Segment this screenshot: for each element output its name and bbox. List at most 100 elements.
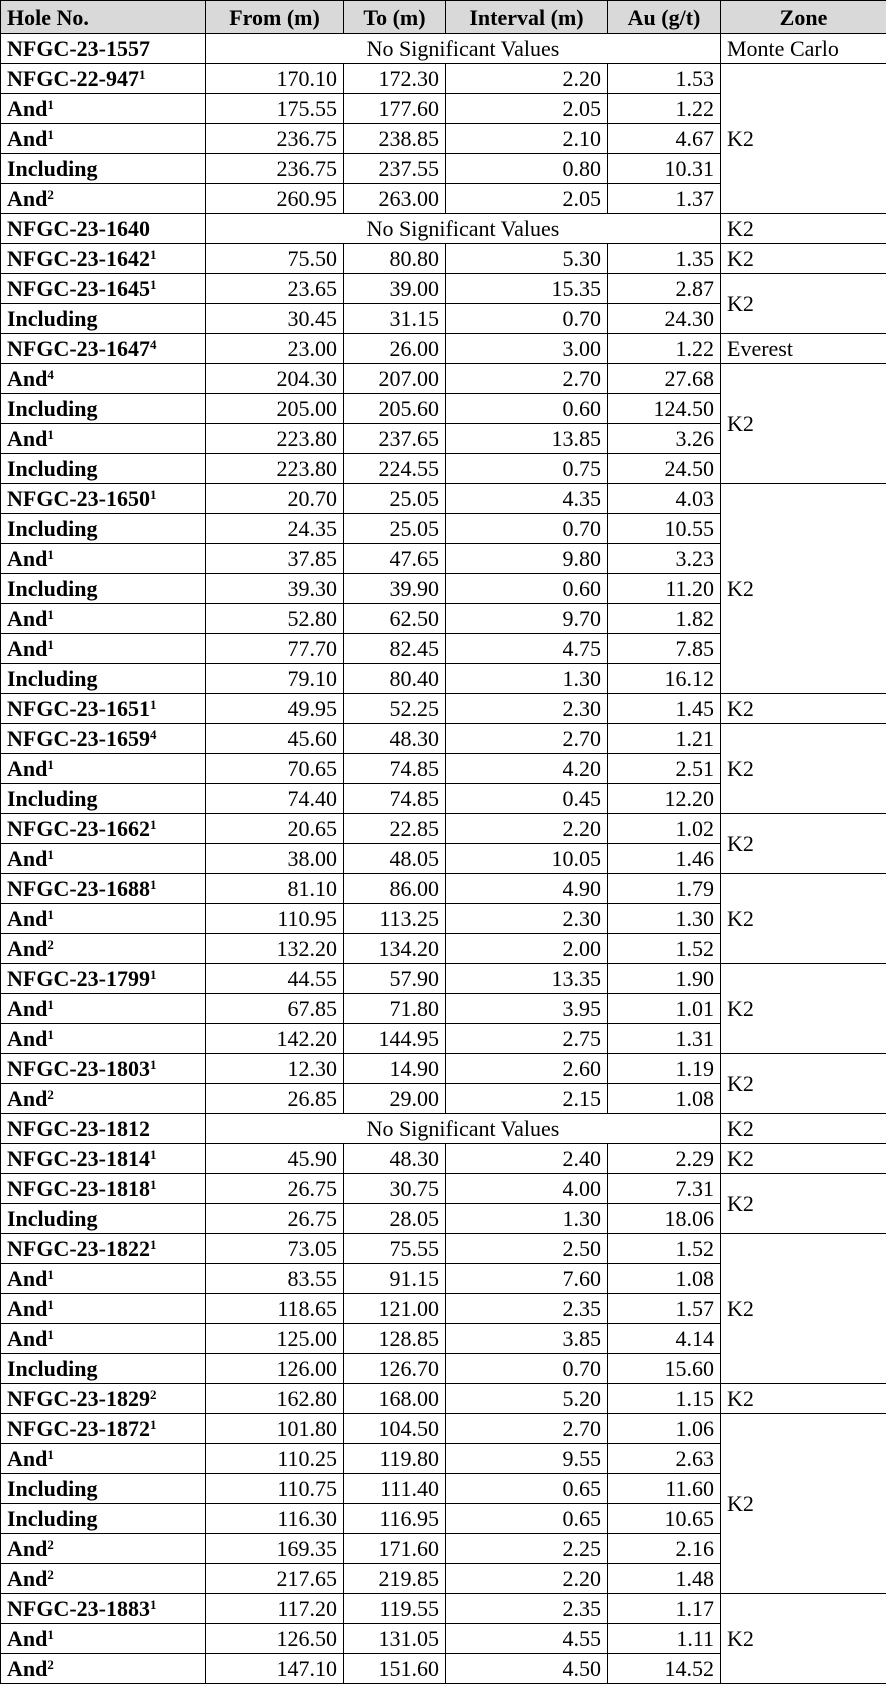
zone-cell: K2 [720, 1233, 886, 1384]
value-cell: 1.45 [607, 693, 721, 724]
hole-id: And [7, 1626, 48, 1651]
value-cell: 0.70 [445, 1353, 608, 1384]
zone-cell: K2 [720, 483, 886, 694]
value-cell: 0.65 [445, 1503, 608, 1534]
value-cell: 134.20 [343, 933, 446, 964]
value-cell: 119.80 [343, 1443, 446, 1474]
value-cell: 110.95 [205, 903, 344, 934]
value-cell: 4.35 [445, 483, 608, 514]
value-cell: 26.75 [205, 1173, 344, 1204]
value-cell: 2.25 [445, 1533, 608, 1564]
table-row: NFGC-23-16501 20.70 25.05 4.35 4.03 K2 [0, 483, 886, 694]
footnote-mark: 1 [47, 127, 54, 142]
value-cell: 45.90 [205, 1143, 344, 1174]
hole-id: NFGC-23-1812 [7, 1116, 150, 1141]
value-cell: 80.80 [343, 243, 446, 274]
hole-id: And [7, 636, 48, 661]
hole-cell: And1 [0, 1293, 206, 1324]
hole-cell: And1 [0, 993, 206, 1024]
value-cell: 62.50 [343, 603, 446, 634]
value-cell: 177.60 [343, 93, 446, 124]
hole-id: And [7, 1656, 48, 1681]
zone-cell: K2 [720, 723, 886, 814]
value-cell: 2.05 [445, 183, 608, 214]
hole-id: Including [7, 306, 98, 331]
value-cell: 2.10 [445, 123, 608, 154]
footnote-mark: 1 [149, 967, 157, 982]
hole-cell: Including [0, 783, 206, 814]
hole-id: And [7, 996, 48, 1021]
hole-id: NFGC-23-1650 [7, 486, 150, 511]
value-cell: 144.95 [343, 1023, 446, 1054]
value-cell: 147.10 [205, 1653, 344, 1684]
value-cell: 26.75 [205, 1203, 344, 1234]
value-cell: 128.85 [343, 1323, 446, 1354]
value-cell: 0.45 [445, 783, 608, 814]
table-row: NFGC-23-1557 No Significant Values Monte C… [0, 33, 886, 64]
table-row: NFGC-23-18181 26.75 30.75 4.00 7.31 K2 [0, 1173, 886, 1234]
value-cell: 2.20 [445, 63, 608, 94]
value-cell: 24.30 [607, 303, 721, 334]
value-cell: 217.65 [205, 1563, 344, 1594]
value-cell: 104.50 [343, 1413, 446, 1444]
value-cell: 12.30 [205, 1053, 344, 1084]
hole-cell: And2 [0, 1533, 206, 1564]
zone-cell: K2 [720, 1113, 886, 1144]
footnote-mark: 1 [47, 997, 54, 1012]
hole-cell: Including [0, 393, 206, 424]
value-cell: 1.90 [607, 963, 721, 994]
hole-id: NFGC-23-1645 [7, 276, 150, 301]
hole-id: NFGC-23-1688 [7, 876, 150, 901]
footnote-mark: 1 [149, 277, 157, 292]
hole-cell: And1 [0, 423, 206, 454]
table-row: NFGC-23-18721 101.80 104.50 2.70 1.06 K2 [0, 1413, 886, 1594]
value-cell: 47.65 [343, 543, 446, 574]
zone-cell: K2 [720, 213, 886, 244]
hole-cell: And1 [0, 93, 206, 124]
value-cell: 25.05 [343, 513, 446, 544]
value-cell: 14.90 [343, 1053, 446, 1084]
footnote-mark: 2 [149, 1387, 157, 1402]
hole-id: Including [7, 576, 98, 601]
table-row: And1 175.55 177.60 2.05 1.22 [0, 93, 886, 124]
hole-id: And [7, 546, 48, 571]
value-cell: 11.20 [607, 573, 721, 604]
value-cell: 2.51 [607, 753, 721, 784]
value-cell: 1.17 [607, 1593, 721, 1624]
hole-cell: Including [0, 153, 206, 184]
value-cell: 2.35 [445, 1593, 608, 1624]
value-cell: 0.70 [445, 513, 608, 544]
table-row: NFGC-23-18292 162.80 168.00 5.20 1.15 K2 [0, 1383, 886, 1414]
hole-cell: And1 [0, 1263, 206, 1294]
hole-id: And [7, 366, 48, 391]
value-cell: 71.80 [343, 993, 446, 1024]
value-cell: 74.85 [343, 753, 446, 784]
hole-id: And [7, 1446, 48, 1471]
hole-cell: NFGC-22-9471 [0, 63, 206, 94]
footnote-mark: 2 [47, 1567, 54, 1582]
value-cell: 27.68 [607, 363, 721, 394]
footnote-mark: 1 [149, 247, 157, 262]
hole-id: NFGC-23-1557 [7, 36, 150, 61]
value-cell: 1.02 [607, 813, 721, 844]
hole-cell: NFGC-23-16511 [0, 693, 206, 724]
value-cell: 3.26 [607, 423, 721, 454]
value-cell: 74.40 [205, 783, 344, 814]
table-row: NFGC-23-18031 12.30 14.90 2.60 1.19 K2 [0, 1053, 886, 1114]
hole-cell: NFGC-23-1557 [0, 33, 206, 64]
value-cell: 1.57 [607, 1293, 721, 1324]
value-cell: 9.80 [445, 543, 608, 574]
hole-id: Including [7, 456, 98, 481]
hole-cell: Including [0, 1353, 206, 1384]
hole-cell: Including [0, 303, 206, 334]
table-row: NFGC-23-16621 20.65 22.85 2.20 1.02 K2 [0, 813, 886, 874]
value-cell: 4.03 [607, 483, 721, 514]
zone-cell: K2 [720, 1053, 886, 1114]
value-cell: 45.60 [205, 723, 344, 754]
footnote-mark: 1 [149, 877, 157, 892]
table-body: NFGC-23-1557 No Significant Values Monte C… [0, 33, 886, 1684]
value-cell: 67.85 [205, 993, 344, 1024]
hole-cell: NFGC-23-18221 [0, 1233, 206, 1264]
footnote-mark: 1 [47, 847, 54, 862]
